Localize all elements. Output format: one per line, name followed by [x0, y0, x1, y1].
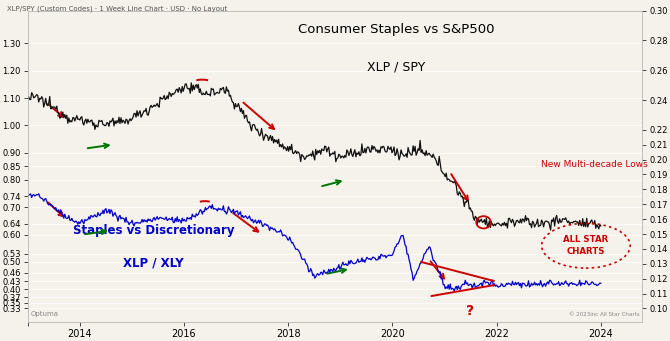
Text: ALL STAR: ALL STAR: [563, 235, 608, 244]
Text: © 2023inc All Star Charts: © 2023inc All Star Charts: [569, 312, 639, 317]
Text: Optuma: Optuma: [31, 311, 59, 317]
Text: Consumer Staples vs S&P500: Consumer Staples vs S&P500: [298, 23, 494, 36]
Text: XLP / XLY: XLP / XLY: [123, 256, 184, 269]
Text: CHARTS: CHARTS: [567, 248, 605, 256]
Text: XLP/SPY (Custom Codes) · 1 Week Line Chart · USD · No Layout: XLP/SPY (Custom Codes) · 1 Week Line Cha…: [7, 5, 227, 12]
Text: Staples vs Discretionary: Staples vs Discretionary: [73, 224, 234, 237]
Text: New Multi-decade Lows: New Multi-decade Lows: [541, 160, 648, 169]
Text: XLP / SPY: XLP / SPY: [367, 60, 425, 74]
Text: ?: ?: [466, 304, 474, 318]
